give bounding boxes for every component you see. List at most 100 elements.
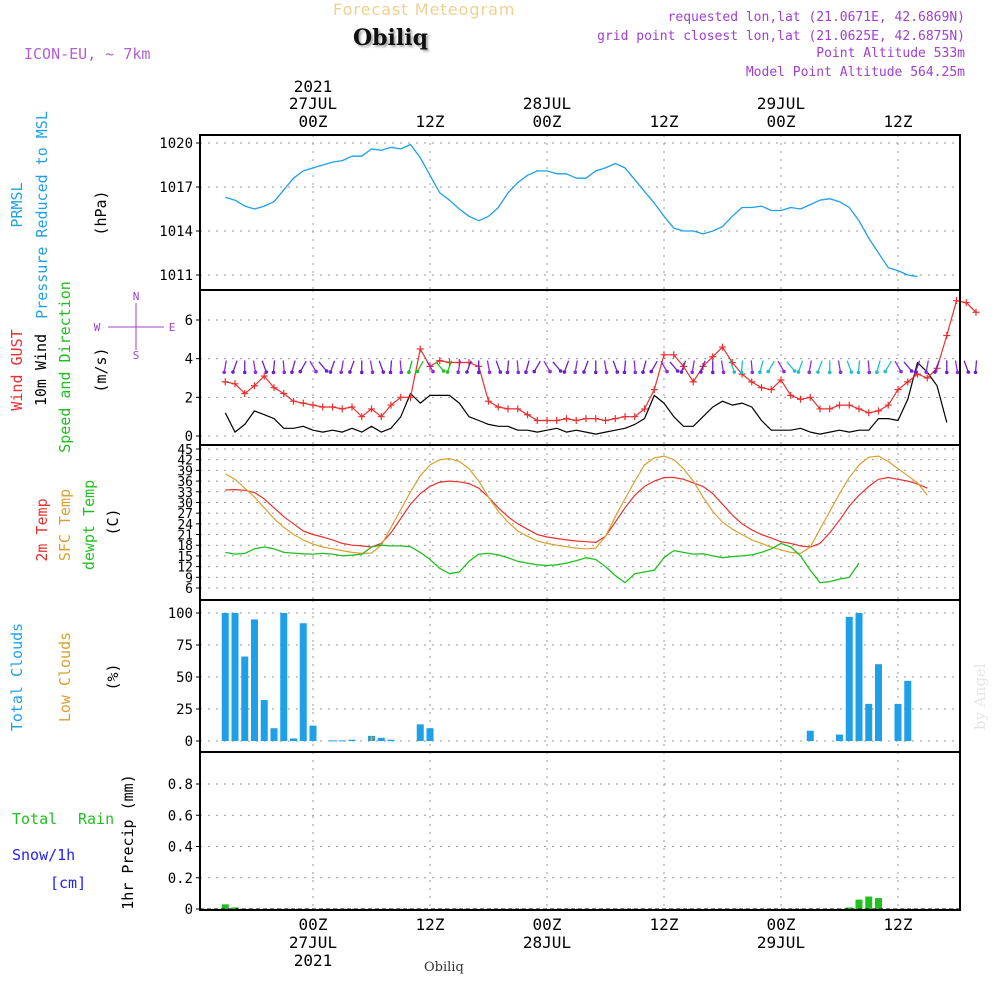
rain-bar bbox=[231, 907, 239, 909]
wind-direction-arrow bbox=[583, 360, 589, 373]
wind-direction-arrow bbox=[934, 360, 940, 373]
bottom-hour-label: 12Z bbox=[416, 915, 445, 934]
wind-arrow-head bbox=[758, 370, 762, 374]
wind-arrow-head bbox=[445, 370, 450, 374]
gust-marker bbox=[563, 415, 570, 423]
gust-marker bbox=[543, 417, 551, 425]
wind-arrow-head bbox=[498, 370, 503, 374]
gust-marker bbox=[436, 357, 444, 365]
rain-bar bbox=[865, 896, 873, 909]
wind-arrow-head bbox=[476, 370, 481, 375]
gust-marker bbox=[319, 403, 327, 411]
wind-direction-arrow bbox=[252, 360, 257, 373]
wind-direction-arrow bbox=[884, 360, 892, 372]
gust-marker bbox=[582, 415, 590, 423]
wind-direction-arrow bbox=[817, 360, 823, 373]
total-cloud-bar bbox=[299, 623, 307, 741]
wind-direction-arrow bbox=[903, 361, 913, 372]
wind-arrow-head bbox=[699, 370, 703, 374]
y-tick-label: 12 bbox=[177, 561, 193, 576]
gust-marker bbox=[602, 417, 609, 425]
wind-arrow-head bbox=[827, 370, 832, 375]
y-tick-label: 42 bbox=[177, 454, 193, 469]
panel-frames bbox=[199, 134, 961, 911]
station-name: Obiliq bbox=[353, 25, 429, 51]
wind-direction-label: Speed and Direction bbox=[56, 281, 74, 453]
wind-arrow-head bbox=[665, 369, 669, 374]
wind-label: 10m Wind bbox=[32, 334, 50, 406]
wind-arrow-head bbox=[807, 370, 812, 375]
total-cloud-bar bbox=[855, 613, 863, 741]
wind-direction-arrow bbox=[340, 360, 344, 373]
bottom-hour-label: 12Z bbox=[884, 915, 913, 934]
wind-direction-arrow bbox=[389, 360, 393, 373]
gust-marker bbox=[329, 403, 336, 411]
total-cloud-bar bbox=[260, 700, 268, 741]
total-cloud-bar bbox=[875, 664, 882, 741]
gust-marker bbox=[719, 343, 726, 351]
gust-marker bbox=[689, 378, 697, 386]
y-tick-label: 0.2 bbox=[168, 871, 193, 887]
total-cloud-bar bbox=[290, 738, 297, 741]
gust-marker bbox=[650, 386, 658, 394]
wind-arrow-head bbox=[739, 370, 744, 375]
y-tick-label: 75 bbox=[176, 638, 193, 654]
wind-direction-arrow bbox=[369, 360, 374, 373]
y-tick-label: 27 bbox=[177, 507, 193, 522]
pressure-long-label: Pressure Reduced to MSL bbox=[33, 111, 51, 319]
wind-direction-arrow bbox=[867, 360, 870, 373]
wind-direction-arrow bbox=[533, 360, 541, 372]
top-hour-label: 00Z bbox=[767, 112, 796, 131]
total-cloud-bar bbox=[865, 703, 873, 741]
wind-arrow-head bbox=[431, 369, 435, 374]
wind-arrow-head bbox=[348, 370, 352, 374]
gust-label: Wind GUST bbox=[8, 329, 26, 410]
wind-arrow-head bbox=[782, 369, 786, 374]
top-hour-label: 12Z bbox=[416, 112, 445, 131]
pressure-label: PRMSL bbox=[8, 182, 26, 227]
wind-direction-arrow bbox=[797, 360, 804, 373]
dewpoint-label: dewpt Temp bbox=[80, 480, 98, 570]
wind-arrow-head bbox=[582, 370, 586, 374]
gust-marker bbox=[816, 405, 824, 413]
rain-label: Rain bbox=[78, 810, 114, 828]
wind-arrow-head bbox=[298, 369, 303, 374]
wind-arrow-head bbox=[732, 370, 737, 374]
total-cloud-bar bbox=[845, 616, 853, 741]
gust-marker bbox=[572, 417, 580, 425]
grid-lines bbox=[200, 135, 960, 910]
gust-marker bbox=[641, 405, 648, 413]
wind-arrow-head bbox=[532, 369, 537, 374]
wind-series-line bbox=[224, 361, 948, 435]
gust-marker bbox=[485, 397, 492, 405]
y-tick-label: 9 bbox=[185, 571, 193, 586]
wind-direction-arrow bbox=[552, 361, 562, 372]
bottom-date-label: 27JUL bbox=[289, 933, 337, 952]
gust-marker bbox=[592, 415, 600, 423]
wind-direction-arrow bbox=[329, 360, 336, 373]
gust-marker bbox=[368, 405, 375, 413]
wind-direction-arrow bbox=[232, 360, 238, 373]
gust-marker bbox=[621, 413, 629, 421]
wind-arrow-head bbox=[271, 370, 276, 375]
wind-direction-arrow bbox=[435, 361, 445, 372]
gust-marker bbox=[845, 401, 853, 409]
total-cloud-bar bbox=[309, 725, 317, 741]
gust-marker bbox=[972, 308, 980, 316]
gust-marker bbox=[914, 370, 921, 378]
wind-arrow-head bbox=[381, 370, 386, 374]
temp-sfc-label: SFC Temp bbox=[56, 489, 74, 561]
gust-marker bbox=[397, 393, 405, 401]
gust-series-line bbox=[225, 300, 977, 422]
gust-marker bbox=[533, 417, 541, 425]
gust-marker bbox=[611, 415, 619, 423]
total-cloud-bar bbox=[231, 613, 239, 741]
wind-arrow-head bbox=[370, 370, 375, 375]
y-tick-label: 1020 bbox=[159, 136, 193, 152]
total-cloud-bar bbox=[377, 737, 385, 741]
wind-direction-arrow bbox=[837, 360, 842, 373]
wind-arrow-head bbox=[875, 370, 879, 374]
gridpoint-coords: grid point closest lon,lat (21.0625E, 42… bbox=[597, 29, 965, 44]
plot-marks bbox=[200, 145, 980, 910]
y-tick-label: 0.6 bbox=[168, 808, 193, 824]
